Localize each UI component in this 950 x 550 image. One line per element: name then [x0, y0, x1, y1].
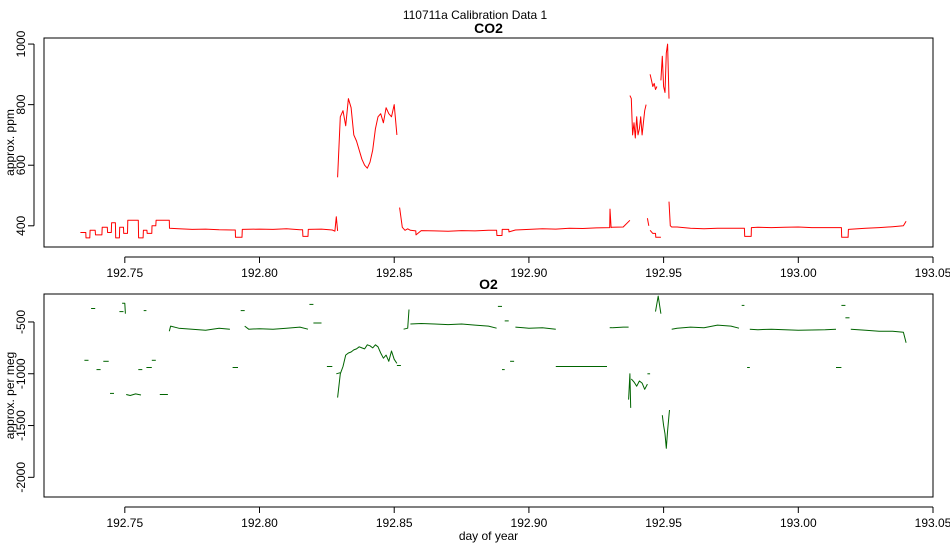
o2-y-axis-title: approx. per meg	[3, 352, 17, 439]
o2-x-tick-label: 193.05	[915, 516, 950, 530]
co2-y-tick-label: 1000	[14, 30, 28, 57]
co2-x-tick-label: 192.95	[645, 266, 682, 280]
co2-y-tick-label: 600	[14, 155, 28, 175]
co2-series-segment	[337, 98, 398, 178]
o2-series-segment	[850, 328, 907, 343]
co2-panel: CO2 192.75 192.80 192.85 192.90 192.95 193.00 1…	[3, 20, 950, 280]
co2-x-tick-label: 192.85	[376, 266, 413, 280]
o2-series-segment	[244, 325, 309, 330]
o2-panel: O2 192.75 192.80 192.85 192.90 192.95 193.00 19…	[3, 276, 950, 543]
o2-series-segment	[749, 328, 837, 331]
o2-x-tick-label: 192.80	[241, 516, 278, 530]
co2-series-segment	[649, 229, 661, 238]
o2-series-segment	[515, 326, 556, 330]
co2-series-segment	[629, 95, 647, 139]
co2-series-segment	[668, 201, 907, 238]
co2-x-tick-label: 192.90	[511, 266, 548, 280]
co2-panel-title: CO2	[474, 20, 503, 36]
co2-plot-frame	[43, 37, 934, 248]
o2-series-segment	[655, 295, 662, 314]
co2-x-tick-label: 193.00	[780, 266, 817, 280]
figure-title: 110711a Calibration Data 1	[403, 8, 548, 22]
o2-x-tick-label: 193.00	[780, 516, 817, 530]
o2-x-tick-label: 192.95	[645, 516, 682, 530]
co2-x-tick-label: 192.80	[241, 266, 278, 280]
o2-series	[84, 295, 907, 449]
o2-y-tick-label: -2000	[14, 462, 28, 493]
o2-y-tick-label: -500	[14, 310, 28, 334]
o2-series-segment	[630, 378, 648, 390]
co2-series-segment	[649, 74, 658, 90]
o2-series-segment	[336, 372, 341, 375]
o2-series-segment	[168, 325, 230, 332]
o2-series-segment	[628, 373, 632, 408]
o2-series-segment	[661, 409, 670, 449]
co2-series-segment	[660, 43, 670, 99]
co2-y-tick-label: 800	[14, 94, 28, 114]
o2-x-tick-label: 192.90	[511, 516, 548, 530]
o2-series-segment	[337, 344, 398, 398]
o2-series-segment	[126, 393, 142, 396]
o2-y-tick-label: -1500	[14, 410, 28, 441]
co2-y-axis-title: approx. ppm	[3, 109, 17, 176]
o2-panel-title: O2	[479, 276, 498, 292]
co2-series-segment	[80, 216, 339, 239]
o2-x-tick-label: 192.75	[106, 516, 143, 530]
co2-x-tick-label: 193.05	[915, 266, 950, 280]
o2-series-segment	[403, 309, 410, 330]
o2-y-tick-label: -1000	[14, 358, 28, 389]
o2-series-segment	[410, 323, 497, 329]
o2-plot-frame	[43, 293, 934, 498]
co2-series-segment	[399, 207, 631, 236]
o2-x-tick-label: 192.85	[376, 516, 413, 530]
o2-series-segment	[671, 324, 740, 330]
o2-series-segment	[612, 326, 629, 329]
o2-x-axis-title: day of year	[459, 529, 518, 543]
co2-y-tick-label: 400	[14, 215, 28, 235]
o2-series-segment	[122, 302, 126, 314]
co2-series-segment	[646, 218, 650, 226]
co2-x-tick-label: 192.75	[106, 266, 143, 280]
co2-series	[80, 43, 907, 239]
